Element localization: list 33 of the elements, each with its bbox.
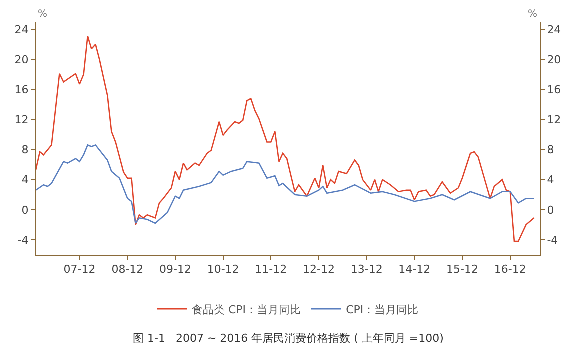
y-tick-label: 24 bbox=[14, 23, 29, 36]
y-axis-title: % bbox=[38, 9, 48, 20]
x-tick-label: 09-12 bbox=[160, 263, 192, 276]
line-series bbox=[36, 36, 535, 242]
y2-tick-label: 12 bbox=[547, 114, 562, 127]
x-tick-label: 16-12 bbox=[494, 263, 526, 276]
x-tick-label: 08-12 bbox=[112, 263, 144, 276]
y-tick-label: 20 bbox=[14, 53, 29, 66]
y-tick-label: -4 bbox=[18, 234, 29, 247]
x-tick-label: 10-12 bbox=[207, 263, 240, 276]
caption: 图 1-1 2007 ~ 2016 年居民消费价格指数 ( 上年同月 =100) bbox=[133, 332, 444, 345]
y2-tick-label: 20 bbox=[547, 53, 562, 66]
x-tick-label: 15-12 bbox=[446, 263, 478, 276]
y2-tick-label: 24 bbox=[547, 23, 562, 36]
x-tick-label: 11-12 bbox=[255, 263, 288, 276]
legend-label: 食品类 CPI：当月同比 bbox=[192, 303, 302, 316]
y2-tick-label: 16 bbox=[547, 84, 562, 96]
y2-tick-label: 0 bbox=[547, 204, 554, 217]
y2-tick-label: 8 bbox=[547, 144, 554, 157]
y-tick-label: 4 bbox=[22, 174, 29, 187]
x-tick-label: 14-12 bbox=[398, 263, 431, 276]
x-tick-label: 07-12 bbox=[64, 263, 96, 276]
line-series bbox=[36, 144, 535, 224]
legend-label: CPI：当月同比 bbox=[346, 303, 419, 316]
y-tick-label: 8 bbox=[22, 144, 29, 157]
y-tick-label: 0 bbox=[22, 204, 29, 217]
y-tick-label: 16 bbox=[14, 84, 29, 96]
y2-tick-label: -4 bbox=[547, 234, 558, 247]
x-tick-label: 13-12 bbox=[350, 263, 383, 276]
y-tick-label: 12 bbox=[14, 114, 29, 127]
y2-tick-label: 4 bbox=[547, 174, 554, 187]
x-tick-label: 12-12 bbox=[303, 263, 336, 276]
y2-axis-title: % bbox=[528, 9, 538, 20]
